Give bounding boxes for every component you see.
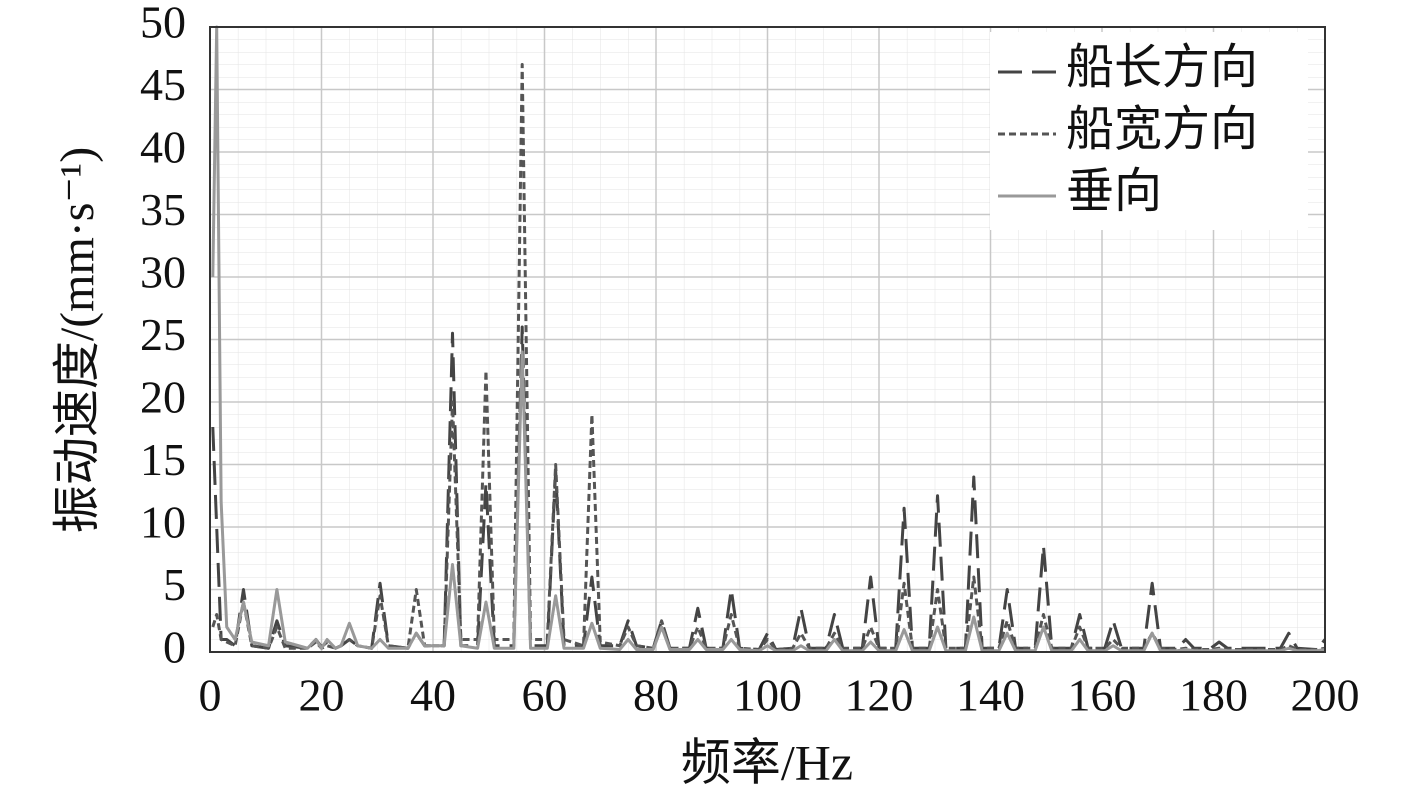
y-tick-label: 40 [140,122,186,173]
y-axis-title: 振动速度/(mm·s⁻¹) [51,147,104,533]
series-line [211,63,1326,651]
x-tick-label: 40 [410,670,456,721]
series-line [211,25,1326,653]
y-tick-label: 10 [140,497,186,548]
x-tick-label: 180 [1179,670,1248,721]
legend-label: 垂向 [1066,165,1162,218]
y-tick-label: 50 [140,0,186,48]
x-tick-label: 100 [733,670,802,721]
y-tick-label: 45 [140,59,186,110]
x-tick-label: 0 [199,670,222,721]
plot-frame [209,26,1326,653]
plot-lines [211,25,1327,653]
y-tick-label: 15 [140,434,186,485]
x-tick-label: 60 [522,670,568,721]
y-tick-label: 35 [140,184,186,235]
x-tick-label: 80 [633,670,679,721]
y-tick-label: 5 [163,559,186,610]
legend-label: 船长方向 [1066,41,1258,94]
x-tick-label: 20 [299,670,345,721]
y-tick-label: 30 [140,247,186,298]
x-tick-label: 200 [1291,670,1360,721]
x-tick-label: 120 [845,670,914,721]
y-tick-label: 25 [140,309,186,360]
y-tick-label: 0 [163,622,186,673]
x-tick-label: 160 [1068,670,1137,721]
y-tick-label: 20 [140,372,186,423]
legend-label: 船宽方向 [1066,103,1258,156]
x-axis-title: 频率/Hz [681,734,853,790]
x-tick-label: 140 [956,670,1025,721]
tick-labels: 0 5 10 15 20 25 30 35 40 45 50 0 20 40 60 80 100 120 140 16… [140,0,1360,721]
